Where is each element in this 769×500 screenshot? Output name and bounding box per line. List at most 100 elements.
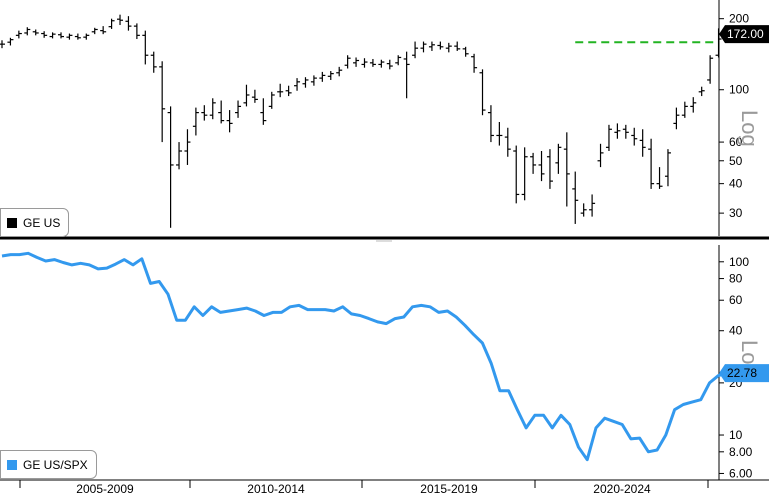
ohlc-bar — [673, 107, 680, 130]
x-axis-label: 2020-2024 — [593, 482, 651, 495]
ohlc-bar — [91, 27, 98, 35]
bottom-last-value-text: 22.78 — [727, 366, 757, 380]
ohlc-bar — [294, 78, 301, 91]
ohlc-bar — [614, 123, 621, 139]
x-axis-label: 2010-2014 — [247, 482, 305, 495]
ohlc-bar — [412, 41, 419, 59]
ohlc-bar — [353, 57, 360, 67]
bottom-tick-label: 100 — [729, 255, 749, 269]
ohlc-bar — [395, 55, 402, 66]
ohlc-bar — [32, 29, 39, 36]
ohlc-bar — [142, 30, 149, 65]
ohlc-bar — [656, 167, 663, 189]
ohlc-bar — [572, 171, 579, 224]
ohlc-bar — [580, 203, 587, 217]
ohlc-bar — [15, 30, 22, 39]
top-tick-label: 30 — [729, 206, 743, 220]
ohlc-bar — [100, 26, 107, 35]
ohlc-bar — [117, 14, 124, 26]
ohlc-bar — [243, 84, 250, 107]
ohlc-bar — [462, 46, 469, 57]
top-scale-label: Log — [737, 110, 762, 147]
ohlc-bar — [639, 129, 646, 157]
ohlc-bar — [302, 77, 309, 88]
ohlc-bar — [420, 41, 427, 53]
legend-swatch-black — [7, 217, 17, 228]
ohlc-bar — [108, 18, 115, 29]
ohlc-bar — [235, 100, 242, 118]
ohlc-bar — [513, 145, 520, 204]
ohlc-bar — [336, 66, 343, 77]
ohlc-bar — [125, 16, 132, 31]
x-axis-label: 2005-2009 — [76, 482, 134, 495]
ohlc-bar — [268, 91, 275, 109]
ohlc-bar — [707, 55, 714, 84]
legend-label-ge-us-spx: GE US/SPX — [23, 457, 88, 472]
ohlc-bar — [454, 41, 461, 51]
ohlc-bar — [192, 107, 199, 136]
x-axis-label: 2015-2019 — [420, 482, 478, 495]
ohlc-bar — [176, 142, 183, 170]
ohlc-bar — [285, 85, 292, 97]
top-tick-label: 40 — [729, 177, 743, 191]
ohlc-bar — [530, 152, 537, 174]
ohlc-bar — [277, 83, 284, 98]
ohlc-bar — [201, 105, 208, 121]
ohlc-bar — [319, 71, 326, 82]
top-tick-label: 200 — [729, 12, 749, 26]
ohlc-bar — [428, 41, 435, 51]
ohlc-bar — [445, 42, 452, 53]
top-tick-label: 100 — [729, 83, 749, 97]
ohlc-bar — [589, 194, 596, 217]
ohlc-bar — [66, 33, 73, 40]
bottom-last-value-badge — [719, 364, 769, 383]
ohlc-bar — [521, 147, 528, 201]
ohlc-bar — [563, 132, 570, 207]
ohlc-bar — [386, 59, 393, 70]
ohlc-bar — [681, 101, 688, 118]
ohlc-bar — [715, 28, 722, 58]
ohlc-bar — [24, 27, 31, 36]
ohlc-bar — [555, 143, 562, 174]
ohlc-bar — [133, 23, 140, 40]
ohlc-bar — [260, 98, 267, 125]
ohlc-bar — [159, 61, 166, 143]
ohlc-bar — [664, 149, 671, 187]
ohlc-bar — [403, 51, 410, 99]
ohlc-bar — [226, 110, 233, 133]
ohlc-bar — [327, 71, 334, 80]
ohlc-bar — [184, 129, 191, 165]
bottom-tick-label: 40 — [729, 324, 743, 338]
ohlc-bar — [496, 121, 503, 146]
ohlc-bar — [150, 51, 157, 73]
ohlc-bar — [631, 127, 638, 146]
top-tick-label: 60 — [729, 135, 743, 149]
ohlc-bar — [622, 124, 629, 139]
ohlc-bar — [251, 89, 258, 103]
bottom-tick-label: 10 — [729, 428, 743, 442]
top-tick-label: 50 — [729, 154, 743, 168]
ohlc-bar — [437, 41, 444, 50]
ohlc-bar — [49, 32, 56, 39]
ohlc-bar — [378, 59, 385, 68]
ohlc-bar — [41, 31, 48, 38]
ohlc-bar — [546, 149, 553, 189]
ohlc-bar — [690, 97, 697, 113]
ohlc-bar — [310, 75, 317, 86]
ohlc-bar — [167, 106, 174, 228]
legend-ge-us[interactable]: GE US — [0, 208, 70, 237]
legend-ge-us-spx[interactable]: GE US/SPX — [0, 450, 97, 479]
ratio-series-line — [1, 251, 728, 462]
ohlc-bar — [58, 32, 65, 39]
ohlc-bar — [7, 37, 14, 46]
ohlc-bar — [344, 55, 351, 69]
ohlc-bar — [504, 127, 511, 157]
ohlc-bar — [83, 33, 90, 40]
ohlc-bar — [361, 58, 368, 68]
top-last-value-badge — [719, 25, 769, 44]
ohlc-bar — [605, 124, 612, 152]
ohlc-bar — [218, 100, 225, 124]
ohlc-bar — [698, 86, 705, 97]
